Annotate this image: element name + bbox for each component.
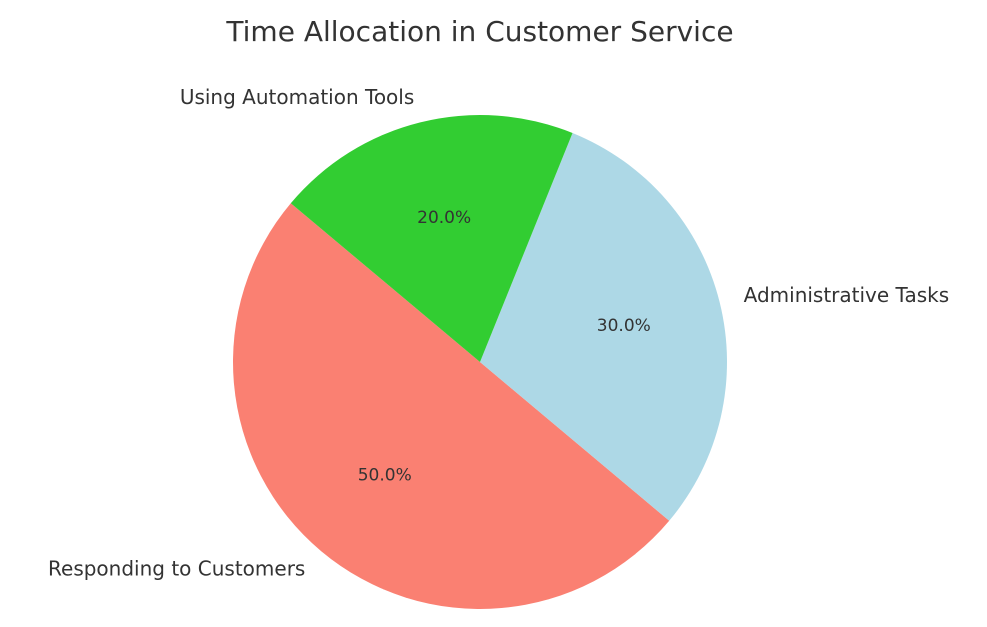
- pie-slice: [290, 115, 573, 362]
- percent-label: 50.0%: [358, 466, 412, 486]
- pie-slice: [480, 132, 727, 521]
- slice-label: Administrative Tasks: [744, 283, 950, 307]
- slice-label: Using Automation Tools: [180, 85, 414, 109]
- percent-label: 20.0%: [417, 208, 471, 228]
- percent-label: 30.0%: [597, 316, 651, 336]
- pie-slice: [233, 203, 670, 610]
- chart-title: Time Allocation in Customer Service: [225, 15, 733, 48]
- slice-label: Responding to Customers: [48, 557, 305, 581]
